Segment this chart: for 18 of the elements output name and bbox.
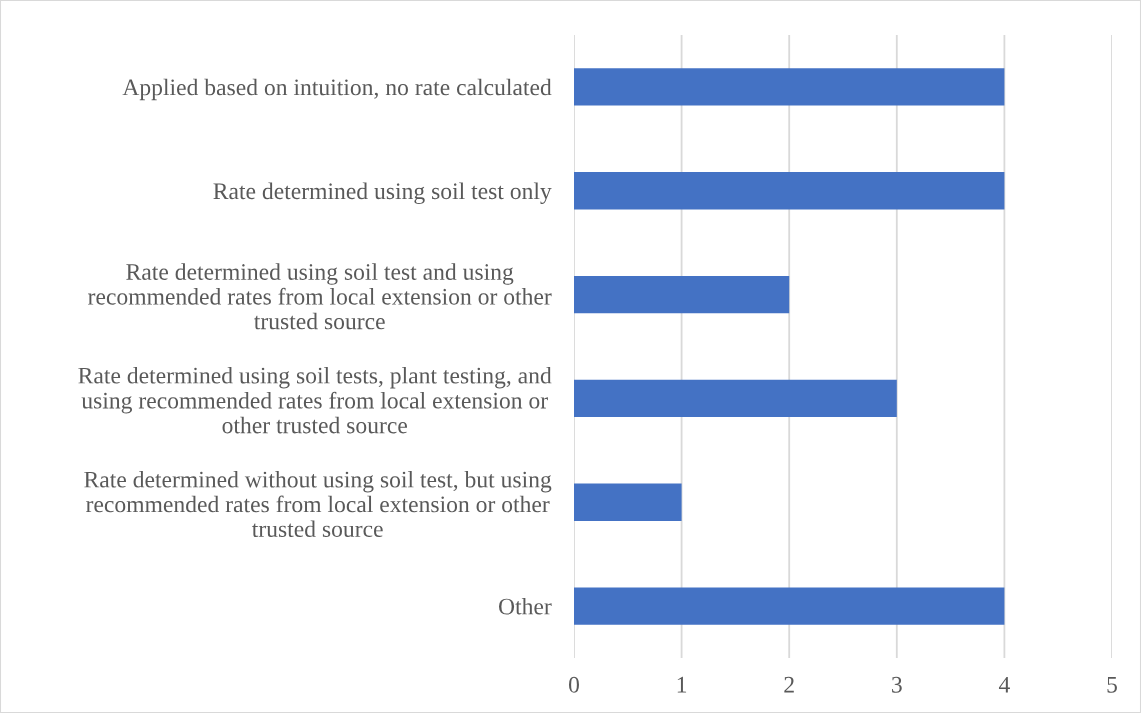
x-tick-label: 0	[569, 676, 579, 693]
bar	[574, 483, 682, 521]
bar	[574, 379, 897, 418]
bar	[574, 172, 1005, 210]
bar	[574, 68, 1005, 106]
y-tick-label: Applied based on intuition, no rate calculated	[122, 78, 552, 101]
x-tick-label: 3	[892, 676, 902, 693]
y-tick-label: Rate determined without using soil test, but using recommended rates from local extension or other trusted source	[84, 470, 552, 538]
x-tick-label: 5	[1107, 676, 1117, 693]
bar	[574, 587, 1005, 625]
y-tick-label: Rate determined using soil test only	[213, 182, 552, 205]
x-tick-label: 2	[784, 676, 794, 693]
y-tick-label: Other	[498, 597, 552, 615]
y-tick-label: Rate determined using soil tests, plant testing, and using recommended rates from local extension or other trusted source	[78, 366, 552, 434]
bar	[574, 275, 790, 314]
x-tick-label: 1	[677, 676, 687, 693]
y-tick-label: Rate determined using soil test and using recommended rates from local extension or other trusted source	[88, 263, 552, 330]
x-tick-label: 4	[998, 676, 1010, 693]
